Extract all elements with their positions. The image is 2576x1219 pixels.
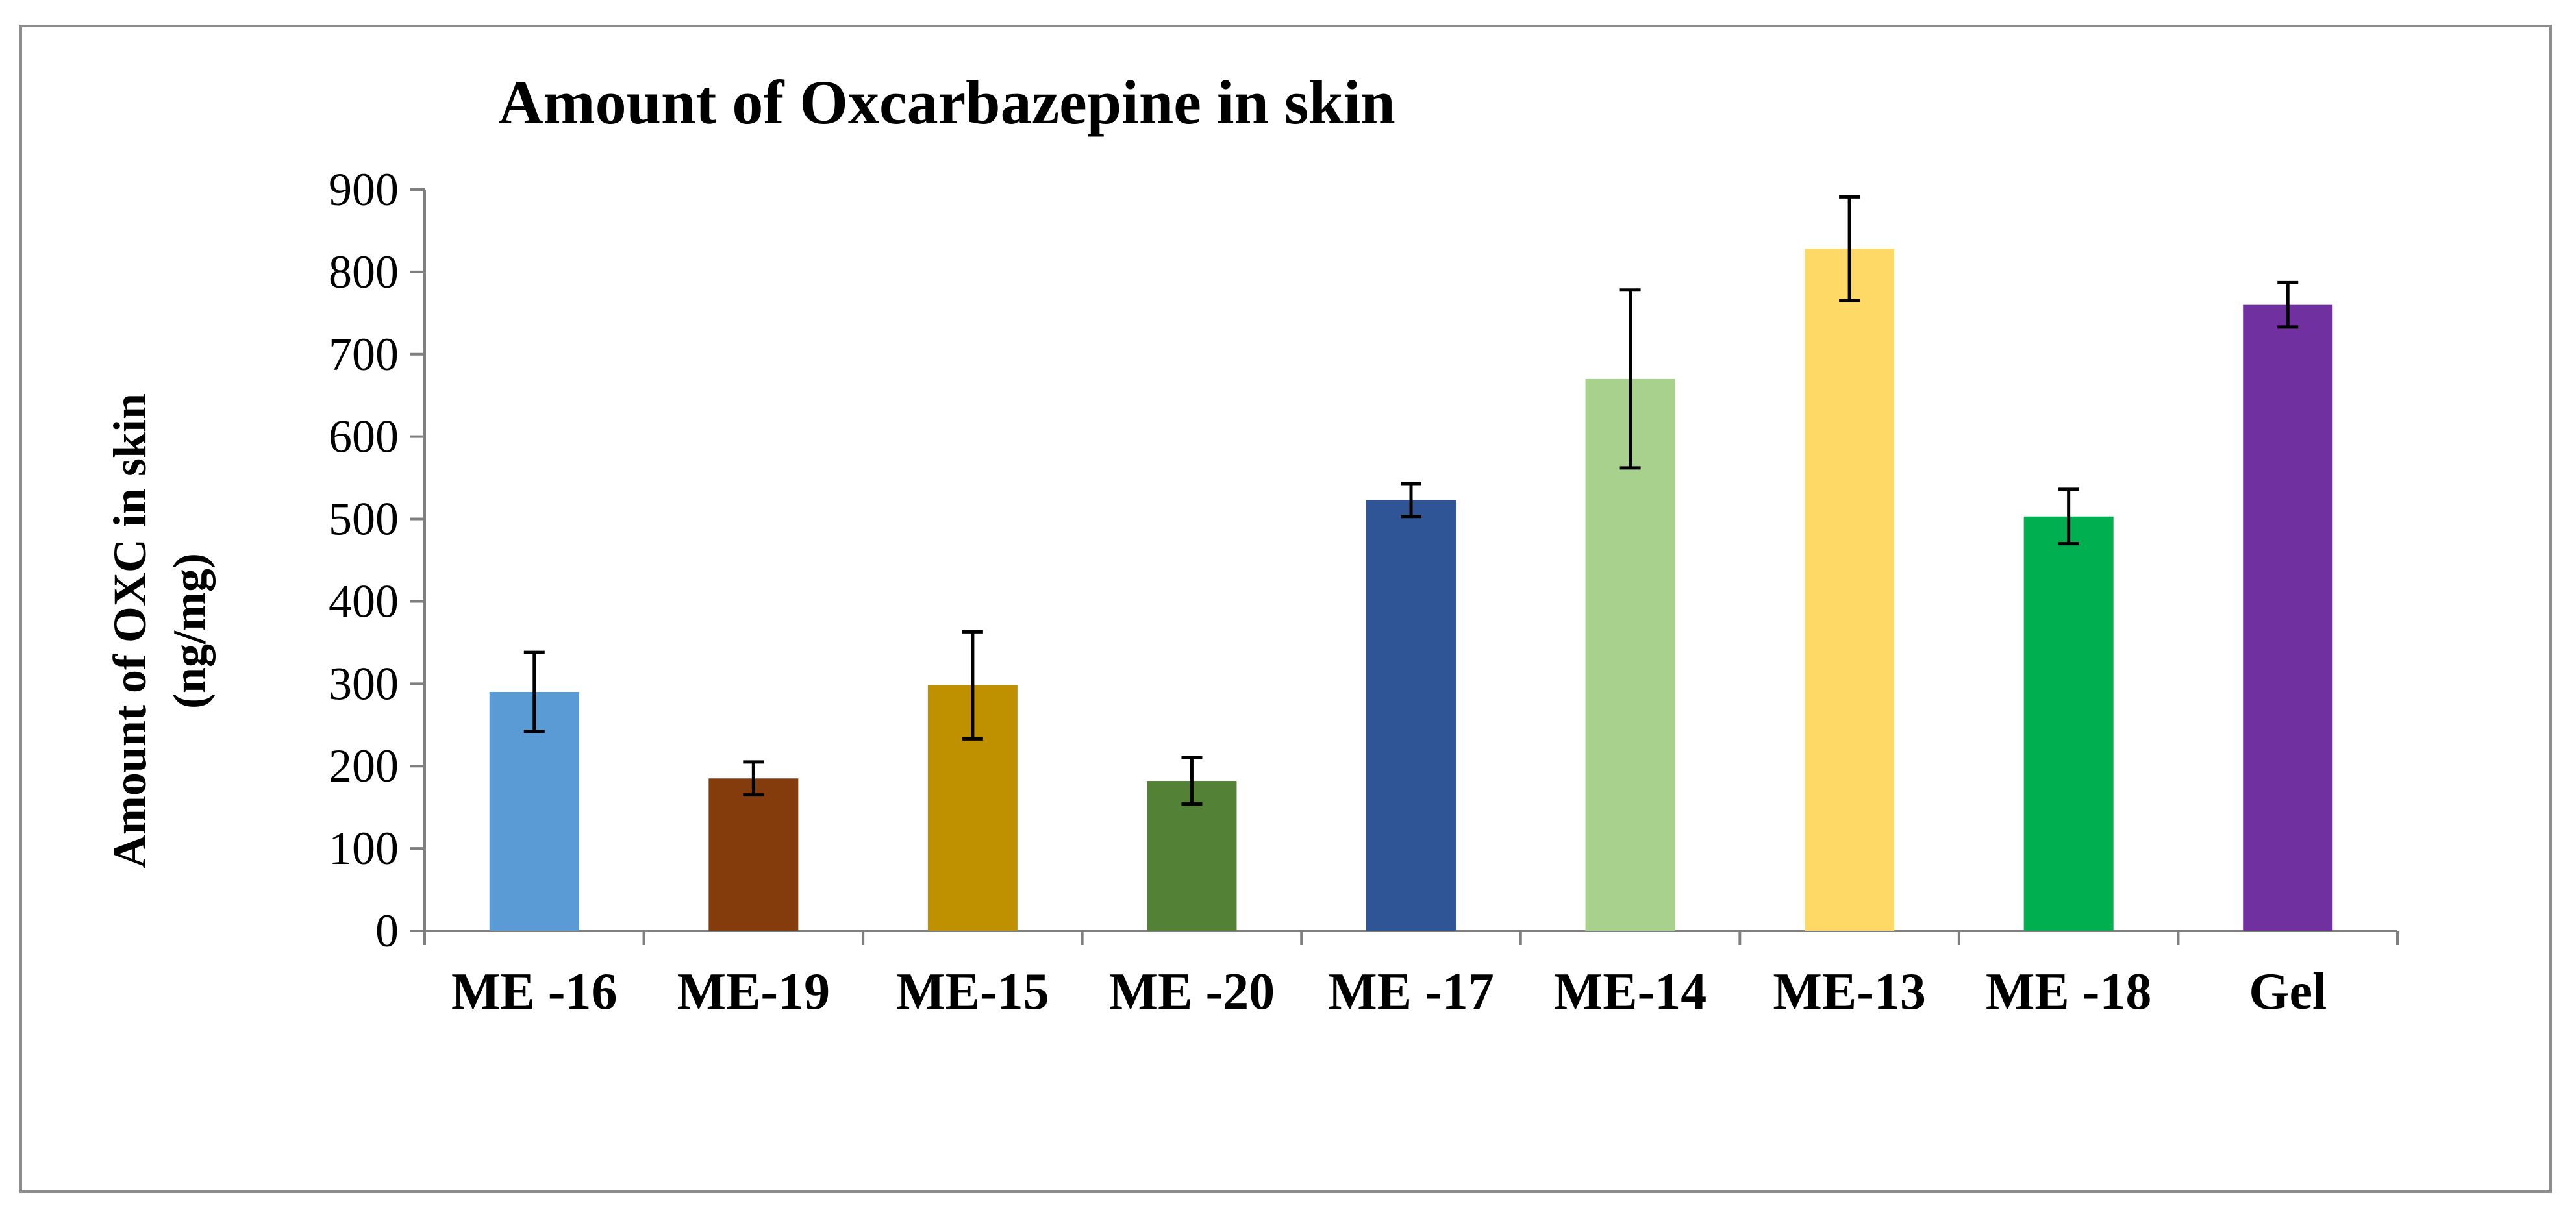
y-tick-label: 200 (329, 740, 399, 792)
x-tick-label: ME-19 (677, 963, 831, 1020)
bar (1366, 500, 1456, 931)
x-tick-label: ME -17 (1328, 963, 1494, 1020)
x-tick-label: ME -16 (451, 963, 618, 1020)
x-tick-label: Gel (2249, 963, 2327, 1020)
plot-area: 0 100 200 300 400 500 600 700 800 900 ME -16 ME-19 M… (329, 164, 2399, 1020)
y-tick-label: 0 (375, 905, 399, 957)
y-tick-label: 700 (329, 328, 399, 380)
bar (1585, 378, 1675, 931)
y-axis-label-line2: (ng/mg) (164, 553, 216, 709)
x-tick-label: ME -20 (1109, 963, 1275, 1020)
y-axis-label-line1: Amount of OXC in skin (104, 393, 156, 868)
x-tick-label: ME-15 (896, 963, 1049, 1020)
bar (1805, 249, 1895, 931)
y-tick-label: 300 (329, 658, 399, 709)
chart-frame: Amount of Oxcarbazepine in skin Amount o… (19, 25, 2552, 1193)
bar-chart: Amount of Oxcarbazepine in skin Amount o… (104, 68, 2399, 1020)
bar (2023, 516, 2114, 931)
y-tick-label: 500 (329, 493, 399, 545)
y-axis-label: Amount of OXC in skin (ng/mg) (104, 393, 216, 868)
y-tick-label: 100 (329, 822, 399, 874)
x-tick-label: ME -18 (1986, 963, 2152, 1020)
x-tick-label: ME-13 (1773, 963, 1926, 1020)
x-tick-label: ME-14 (1554, 963, 1707, 1020)
bar (1147, 781, 1237, 931)
y-tick-label: 800 (329, 246, 399, 298)
y-tick-label: 400 (329, 575, 399, 627)
bar (2243, 304, 2333, 931)
y-tick-label: 600 (329, 411, 399, 463)
chart-title: Amount of Oxcarbazepine in skin (498, 68, 1395, 137)
y-tick-label: 900 (329, 164, 399, 215)
bar (708, 778, 799, 931)
